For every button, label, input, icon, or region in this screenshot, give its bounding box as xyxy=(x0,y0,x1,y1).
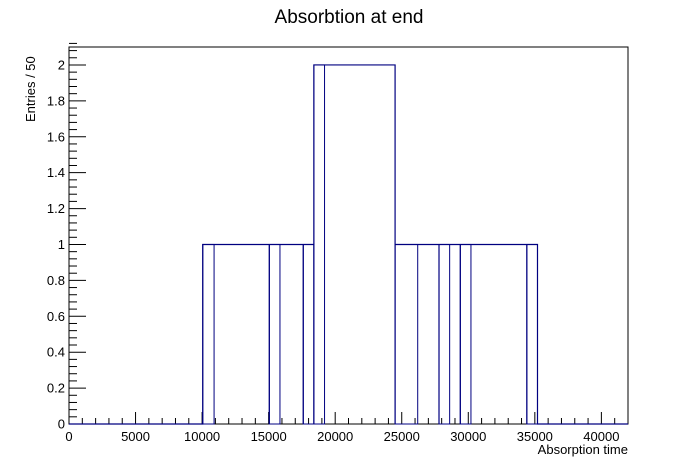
y-tick-label: 1.4 xyxy=(47,165,65,180)
histogram-bin xyxy=(268,243,281,425)
x-axis-label: Absorption time xyxy=(538,442,628,457)
histogram-bin xyxy=(526,243,538,425)
histogram-outline xyxy=(69,64,628,425)
y-tick-label: 1.8 xyxy=(47,93,65,108)
histogram-bin xyxy=(302,243,315,425)
x-tick-label: 15000 xyxy=(251,429,287,444)
histogram-bin xyxy=(459,243,472,425)
x-tick-label: 5000 xyxy=(121,429,150,444)
x-tick-label: 40000 xyxy=(583,429,619,444)
x-tick-label: 0 xyxy=(65,429,72,444)
histogram-bin xyxy=(394,243,419,425)
x-tick-label: 10000 xyxy=(184,429,220,444)
x-axis: 0 5000 10000 15000 20000 25000 30000 35000 40000 xyxy=(65,412,629,444)
y-tick-label: 0.2 xyxy=(47,381,65,396)
y-axis-label: Entries / 50 xyxy=(23,56,38,122)
x-tick-label: 30000 xyxy=(450,429,486,444)
histogram-bin xyxy=(313,64,326,425)
y-tick-label: 1.2 xyxy=(47,201,65,216)
histogram-bin xyxy=(438,243,451,425)
y-tick-label: 0.8 xyxy=(47,273,65,288)
y-axis: 0 0.2 0.4 0.6 0.8 1 1.2 1.4 1.6 1.8 2 xyxy=(47,42,86,432)
y-tick-label: 0.6 xyxy=(47,309,65,324)
y-tick-label: 1 xyxy=(58,237,65,252)
x-tick-label: 25000 xyxy=(384,429,420,444)
y-tick-label: 1.6 xyxy=(47,129,65,144)
y-tick-label: 2 xyxy=(58,57,65,72)
x-tick-label: 35000 xyxy=(517,429,553,444)
x-tick-label: 20000 xyxy=(317,429,353,444)
y-tick-label: 0 xyxy=(58,417,65,432)
histogram-series xyxy=(69,64,628,425)
y-tick-label: 0.4 xyxy=(47,345,65,360)
plot-frame xyxy=(68,46,629,425)
histogram-bin xyxy=(202,243,215,425)
chart-title: Absorbtion at end xyxy=(275,7,424,28)
